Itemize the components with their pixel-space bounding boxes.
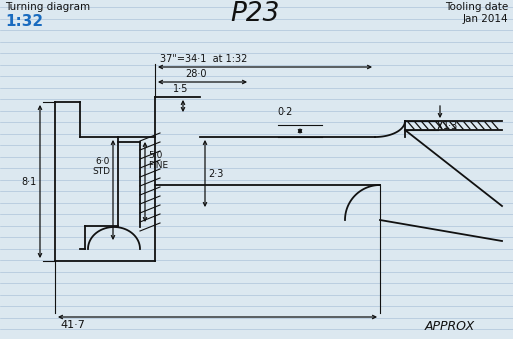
Text: Jan 2014: Jan 2014 (462, 14, 508, 24)
Text: 0·2: 0·2 (278, 107, 293, 117)
Text: 1:32: 1:32 (5, 14, 43, 29)
Text: Tooling date: Tooling date (445, 2, 508, 12)
Text: 6·0: 6·0 (95, 157, 110, 166)
Text: FINE: FINE (148, 161, 168, 170)
Text: 8·1: 8·1 (22, 177, 37, 187)
Text: 37"=34·1  at 1:32: 37"=34·1 at 1:32 (160, 54, 247, 64)
Text: APPROX: APPROX (425, 320, 475, 333)
Text: 1·5: 1·5 (173, 84, 189, 94)
Text: P23: P23 (230, 1, 280, 27)
Text: 1·3: 1·3 (443, 121, 458, 131)
Text: 5·0: 5·0 (148, 151, 163, 160)
Text: 28·0: 28·0 (185, 69, 207, 79)
Text: 2·3: 2·3 (208, 169, 223, 179)
Text: 41·7: 41·7 (60, 320, 85, 330)
Text: Turning diagram: Turning diagram (5, 2, 90, 12)
Text: STD: STD (92, 167, 110, 176)
